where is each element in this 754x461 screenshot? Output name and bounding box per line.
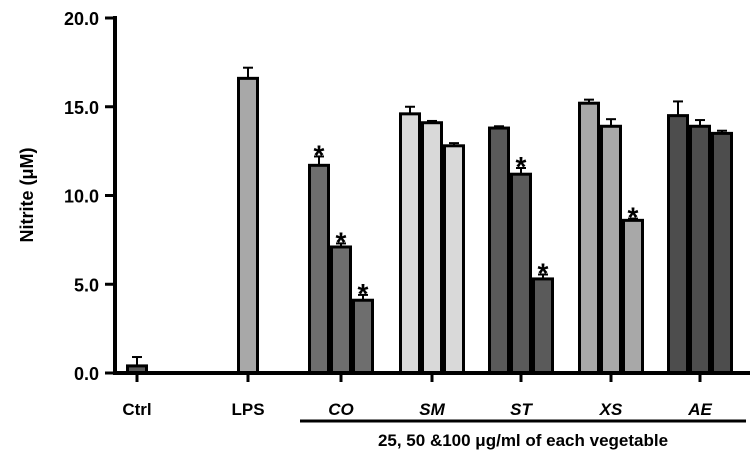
bar (399, 112, 421, 375)
bar (488, 126, 510, 375)
y-axis-label: Nitrite (μM) (17, 147, 37, 242)
x-tick-label: ST (510, 400, 533, 419)
y-tick-label: 20.0 (64, 9, 99, 29)
bar (578, 101, 600, 375)
x-tick-label: AE (687, 400, 712, 419)
significance-marker: * (358, 278, 369, 309)
bar (237, 76, 259, 375)
x-tick-label: LPS (231, 400, 264, 419)
significance-marker: * (538, 257, 549, 288)
x-tick-label: CO (328, 400, 354, 419)
y-tick-label: 0.0 (74, 364, 99, 384)
bars-layer: * * * * * * (126, 66, 733, 375)
y-axis: 0.0 5.0 10.0 15.0 20.0 (64, 9, 117, 384)
x-axis: Ctrl LPS CO SM ST XS AE (113, 371, 750, 419)
bar (600, 124, 622, 375)
y-tick-label: 15.0 (64, 98, 99, 118)
x-tick-label: Ctrl (122, 400, 151, 419)
x-tick-label: SM (419, 400, 445, 419)
significance-marker: * (628, 202, 639, 233)
group-note: 25, 50 &100 μg/ml of each vegetable (378, 431, 668, 450)
bar (689, 124, 711, 375)
bar (667, 114, 689, 375)
bar (711, 131, 733, 375)
bar (510, 172, 532, 375)
bar (352, 298, 374, 375)
significance-marker: * (516, 151, 527, 182)
bar (308, 163, 330, 375)
bar (421, 121, 443, 375)
bar (622, 218, 644, 375)
significance-marker: * (336, 226, 347, 257)
significance-marker: * (314, 139, 325, 170)
x-tick-label: XS (599, 400, 623, 419)
y-tick-label: 10.0 (64, 187, 99, 207)
bar (532, 277, 554, 375)
bar (443, 144, 465, 375)
bar (330, 245, 352, 375)
y-tick-label: 5.0 (74, 275, 99, 295)
